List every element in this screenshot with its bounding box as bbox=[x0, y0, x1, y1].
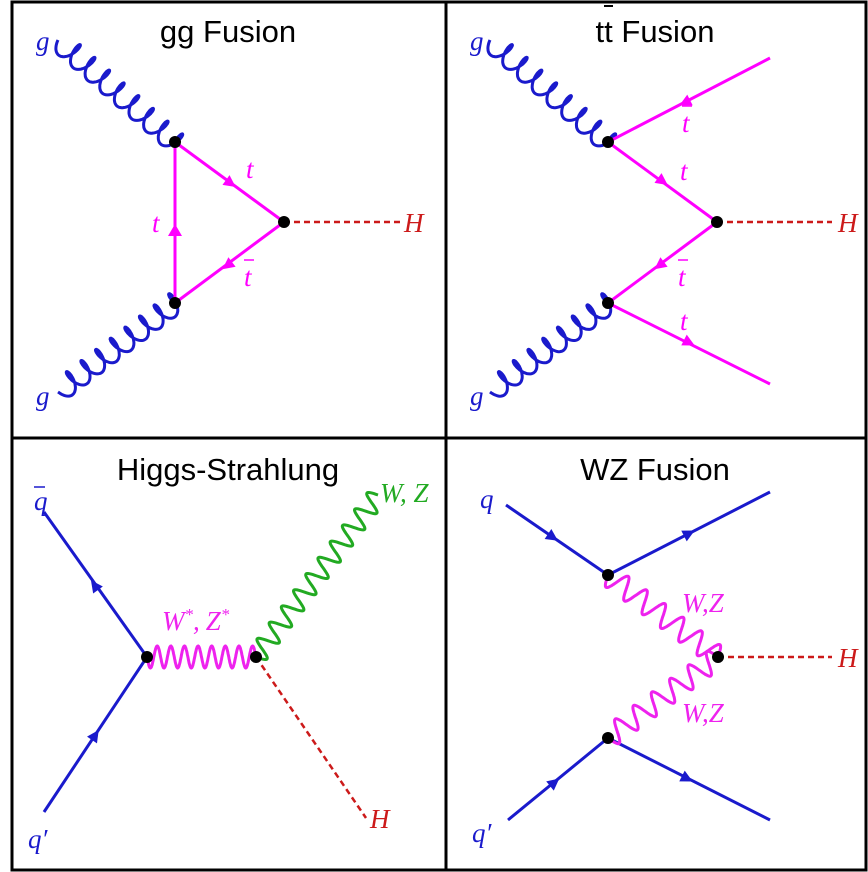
quark-arrow bbox=[168, 224, 182, 236]
vertex bbox=[602, 136, 614, 148]
antitop-label: t bbox=[682, 108, 691, 138]
panel-title: WZ Fusion bbox=[580, 452, 730, 487]
vertex bbox=[712, 651, 724, 663]
panel-title: tt Fusion bbox=[596, 14, 715, 49]
higgs-label: H bbox=[837, 643, 859, 673]
antitop-label: t bbox=[244, 262, 253, 292]
gluon-label: g bbox=[36, 381, 50, 411]
virtual-boson-label: W*, Z* bbox=[162, 605, 230, 636]
higgs-label: H bbox=[403, 208, 425, 238]
vertex bbox=[711, 216, 723, 228]
gluon-line bbox=[54, 39, 185, 148]
vector-boson-line bbox=[255, 491, 379, 661]
quark-arrow bbox=[544, 529, 558, 541]
virtual-boson-line bbox=[145, 644, 258, 670]
vertex bbox=[278, 216, 290, 228]
top-label: t bbox=[680, 156, 689, 186]
quark-label: q bbox=[480, 484, 494, 514]
higgs-label: H bbox=[837, 208, 859, 238]
boson-label: W,Z bbox=[682, 698, 725, 728]
gluon-label: g bbox=[470, 381, 484, 411]
vertex bbox=[602, 297, 614, 309]
quark-arrow bbox=[222, 257, 236, 270]
higgs-label: H bbox=[369, 804, 391, 834]
quark-label: q′ bbox=[28, 824, 49, 854]
vertex bbox=[169, 136, 181, 148]
quark-arrow bbox=[654, 173, 668, 186]
gluon-label: g bbox=[36, 26, 50, 56]
gluon-line bbox=[486, 39, 618, 148]
gluon-label: g bbox=[470, 26, 484, 56]
panel-higgs-strahlung: Higgs-Strahlung q q′ W*, Z* W, Z H bbox=[28, 452, 430, 854]
gluon-line bbox=[489, 292, 613, 398]
quark-arrow bbox=[679, 770, 693, 782]
gluon-line bbox=[57, 292, 180, 398]
antiquark-label: q bbox=[34, 486, 48, 516]
quark-arrow bbox=[679, 94, 693, 106]
panel-title: gg Fusion bbox=[160, 14, 296, 49]
panel-gg-fusion: gg Fusion g g t t t H bbox=[36, 14, 425, 411]
top-label: t bbox=[680, 306, 689, 336]
virtual-boson-line bbox=[607, 649, 719, 746]
quark-arrow bbox=[222, 175, 236, 188]
quark-arrow bbox=[681, 530, 695, 542]
vector-boson-label: W, Z bbox=[380, 478, 430, 508]
boson-label: W,Z bbox=[682, 588, 725, 618]
panel-title: Higgs-Strahlung bbox=[117, 452, 339, 487]
vertex bbox=[169, 297, 181, 309]
quark-arrow bbox=[87, 730, 99, 744]
vertex bbox=[602, 569, 614, 581]
vertex bbox=[141, 651, 153, 663]
quark-arrow bbox=[681, 334, 695, 346]
top-label: t bbox=[246, 154, 255, 184]
vertex bbox=[602, 732, 614, 744]
quark-arrow bbox=[546, 778, 560, 791]
top-label: t bbox=[152, 208, 161, 238]
virtual-boson-line bbox=[603, 574, 723, 658]
quark-arrow bbox=[654, 257, 668, 270]
quark-arrow bbox=[90, 580, 103, 594]
quark-label: q′ bbox=[472, 818, 493, 848]
higgs-line bbox=[254, 656, 368, 819]
outer-border bbox=[10, 0, 868, 872]
antitop-label: t bbox=[678, 262, 687, 292]
panel-tt-fusion: tt Fusion g g t t t t H bbox=[470, 5, 859, 411]
vertex bbox=[250, 651, 262, 663]
panel-wz-fusion: WZ Fusion q q′ W,Z W,Z H bbox=[472, 452, 859, 848]
